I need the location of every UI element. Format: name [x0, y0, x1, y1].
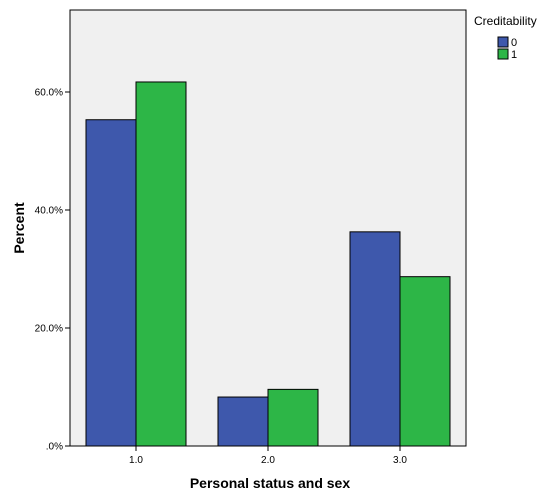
- legend-label-1: 1: [511, 49, 517, 61]
- bar-1.0-series-1: [135, 81, 187, 447]
- y-tick-label: 40.0%: [35, 206, 63, 217]
- bar-2.0-series-1: [267, 388, 319, 447]
- x-axis-title: Personal status and sex: [190, 475, 351, 491]
- bar-3.0-series-0: [349, 231, 401, 447]
- x-axis: 1.0 2.0 3.0: [129, 446, 407, 466]
- x-tick-label: 2.0: [261, 455, 275, 466]
- bar-1.0-series-0: [85, 119, 137, 447]
- legend: Creditability 01: [474, 14, 537, 61]
- y-tick-label: 20.0%: [35, 324, 63, 335]
- x-tick-label: 3.0: [393, 455, 407, 466]
- legend-swatch-1: [497, 48, 509, 60]
- y-axis: .0% 20.0% 40.0% 60.0%: [35, 88, 70, 453]
- x-tick-label: 1.0: [129, 455, 143, 466]
- y-tick-label: 60.0%: [35, 88, 63, 99]
- bars-group: [85, 81, 451, 447]
- bar-2.0-series-0: [217, 396, 269, 447]
- legend-label-0: 0: [511, 37, 517, 49]
- legend-swatch-0: [497, 36, 509, 48]
- legend-title: Creditability: [474, 14, 537, 28]
- y-tick-label: .0%: [46, 442, 63, 453]
- bar-3.0-series-1: [399, 276, 451, 447]
- y-axis-title: Percent: [11, 202, 27, 254]
